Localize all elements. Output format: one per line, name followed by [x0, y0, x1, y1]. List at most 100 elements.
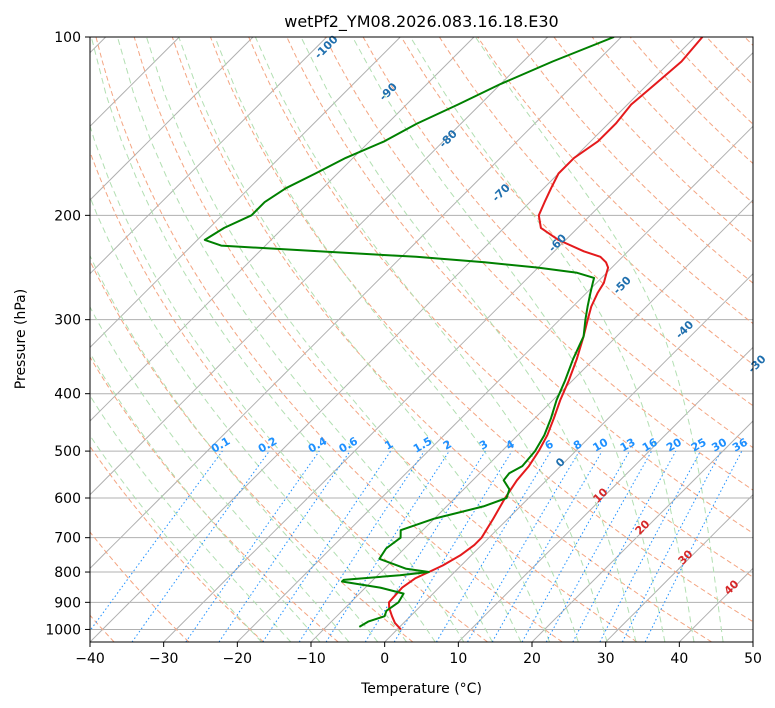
- y-tick-label: 700: [54, 531, 81, 547]
- dry-adiabat-line: [90, 356, 339, 642]
- dry-adiabat-line: [438, 37, 753, 366]
- mixing-ratio-label: 3: [477, 438, 490, 453]
- mixing-ratio-line: [545, 450, 653, 642]
- x-tick-label: 0: [380, 651, 389, 667]
- x-tick-label: 20: [523, 651, 541, 667]
- mixing-ratio-label: 30: [709, 435, 729, 454]
- mixing-ratio-line: [90, 450, 223, 632]
- y-tick-label: 100: [54, 30, 81, 46]
- temperature-profile-line: [388, 37, 704, 631]
- mixing-ratio-line: [185, 450, 320, 642]
- x-axis-ticks: −40 −30 −20 −10 0 10 20 30 40 50: [75, 642, 762, 667]
- isotherm-line: [531, 420, 753, 642]
- moist-adiabat-line: [90, 195, 408, 642]
- mixing-ratio-line: [599, 450, 701, 642]
- x-axis-label: Temperature (°C): [360, 681, 482, 697]
- isotherm-line: [90, 37, 254, 201]
- mixing-ratio-label: 6: [543, 437, 556, 452]
- moist-adiabat-line: [90, 434, 262, 642]
- dry-adiabat-line: [400, 37, 753, 407]
- dry-adiabat-line: [171, 37, 712, 642]
- isotherm-line: [163, 51, 753, 642]
- dry-adiabat-line: [515, 37, 753, 284]
- y-axis-label: Pressure (hPa): [13, 289, 29, 389]
- isotherm-line: [384, 272, 753, 642]
- mixing-ratio-label: 1.5: [411, 435, 434, 456]
- y-tick-label: 1000: [45, 622, 81, 638]
- dry-adiabat-label: -30: [745, 352, 768, 375]
- dry-adiabat-line: [362, 37, 753, 449]
- mixing-ratio-line: [218, 450, 351, 642]
- mixing-ratio-line: [325, 450, 450, 642]
- mixing-ratio-label: 25: [689, 436, 709, 455]
- dry-adiabat-line: [248, 37, 753, 578]
- mixing-ratio-label: 10: [590, 435, 610, 454]
- mixing-ratio-line: [435, 450, 552, 642]
- y-tick-label: 900: [54, 595, 81, 611]
- chart-title: wetPf2_YM08.2026.083.16.18.E30: [284, 12, 558, 32]
- x-tick-label: −30: [149, 651, 179, 667]
- mixing-ratio-label: 36: [730, 435, 750, 454]
- mixing-ratio-label: 1: [382, 438, 395, 453]
- y-axis-ticks: 1000 900 800 700 600 500 400 300 200 100: [45, 30, 90, 638]
- dry-adiabat-line: [90, 445, 264, 642]
- dry-adiabat-line: [133, 37, 638, 642]
- mixing-ratio-line: [572, 450, 677, 642]
- moist-adiabat-line: [117, 37, 493, 642]
- dry-adiabat-label: -40: [673, 318, 696, 341]
- isotherm-line: [310, 199, 753, 642]
- mixing-ratio-line: [621, 450, 722, 642]
- moist-adiabat-label: 40: [722, 577, 742, 597]
- moist-adiabat-line: [90, 394, 292, 642]
- mixing-ratio-line: [521, 450, 630, 642]
- dry-adiabat-line: [324, 37, 753, 491]
- mixing-ratio-line: [467, 450, 580, 642]
- moist-adiabat-line: [475, 37, 724, 642]
- moist-adiabat-line: [90, 254, 379, 642]
- isotherm-line: [752, 641, 753, 642]
- y-tick-label: 800: [54, 565, 81, 581]
- mixing-ratio-line: [644, 450, 743, 642]
- dry-adiabat-line: [95, 37, 563, 642]
- dry-adiabat-line: [744, 37, 753, 47]
- isotherm-line: [90, 37, 696, 642]
- isotherm-line: [457, 346, 753, 642]
- isotherm-line: [90, 37, 401, 349]
- mixing-ratio-label: 2: [441, 438, 454, 453]
- y-tick-label: 300: [54, 313, 81, 329]
- moist-adiabat-label: 0: [553, 455, 568, 470]
- dry-adiabat-line: [477, 37, 753, 325]
- dry-adiabat-line: [706, 37, 753, 86]
- dry-adiabat-label: -80: [437, 127, 460, 150]
- moist-adiabat-line: [90, 124, 436, 642]
- x-tick-label: 10: [449, 651, 467, 667]
- isotherm-line: [90, 37, 549, 496]
- x-tick-label: −10: [296, 651, 326, 667]
- mixing-ratio-label: 0.6: [337, 434, 361, 455]
- x-tick-label: 40: [670, 651, 688, 667]
- mixing-ratio-label: 0.1: [209, 435, 232, 456]
- y-tick-label: 500: [54, 444, 81, 460]
- moist-adiabat-line: [352, 37, 666, 642]
- moist-adiabat-line: [178, 37, 551, 642]
- moist-adiabat-line: [300, 37, 637, 642]
- background-lines: [90, 37, 753, 642]
- moist-adiabat-label: 10: [591, 485, 611, 505]
- series-layer: [203, 37, 704, 631]
- dry-adiabat-label: -90: [377, 80, 400, 103]
- mixing-ratio-line: [393, 450, 513, 642]
- moist-adiabat-line: [90, 37, 465, 642]
- dewpoint-profile-line: [203, 37, 615, 628]
- dry-adiabat-line: [553, 37, 753, 244]
- x-tick-label: −40: [75, 651, 105, 667]
- y-tick-label: 600: [54, 491, 81, 507]
- isotherm-line: [236, 125, 753, 642]
- mixing-ratio-label: 0.4: [306, 434, 330, 455]
- moist-adiabat-line: [90, 352, 321, 642]
- isotherm-line: [90, 37, 622, 570]
- x-tick-label: −20: [223, 651, 253, 667]
- moist-adiabat-line: [409, 37, 695, 642]
- x-tick-label: 50: [744, 651, 762, 667]
- x-tick-label: 30: [597, 651, 615, 667]
